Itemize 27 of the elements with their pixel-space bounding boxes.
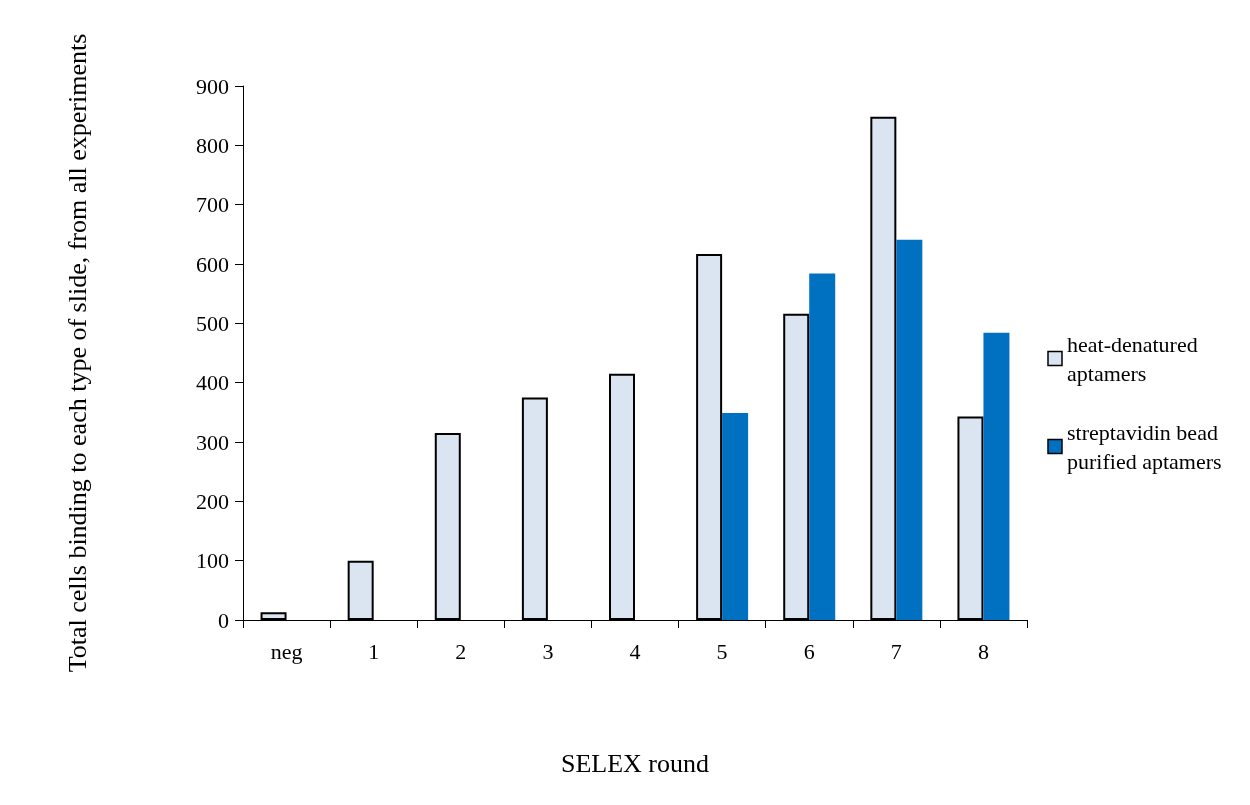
y-tick-label: 800	[196, 132, 229, 158]
x-axis-title: SELEX round	[560, 748, 710, 778]
x-tick-label: 6	[803, 638, 815, 664]
bar	[722, 412, 749, 620]
y-tick-label: 500	[196, 310, 229, 336]
x-tick-label: 3	[542, 638, 554, 664]
x-tick-label: neg	[270, 638, 303, 664]
y-axis-title: Total cells binding to each type of slide, from all experiments	[62, 33, 92, 673]
y-tick-label: 200	[196, 488, 229, 514]
bar	[809, 273, 836, 620]
y-tick-label: 0	[218, 607, 229, 633]
x-tick-label: 4	[629, 638, 641, 664]
x-tick-label: 5	[716, 638, 728, 664]
x-tick-label: 8	[977, 638, 989, 664]
legend-label: heat-denatured aptamers	[1067, 331, 1204, 386]
y-tick-label: 900	[196, 73, 229, 99]
x-tick-label: 7	[890, 638, 902, 664]
y-tick-label: 100	[196, 548, 229, 574]
y-tick-label: 600	[196, 251, 229, 277]
y-tick-label: 400	[196, 370, 229, 396]
y-tick-label: 300	[196, 429, 229, 455]
x-tick-label: 2	[455, 638, 467, 664]
x-tick-label: 1	[368, 638, 380, 664]
y-tick-label: 700	[196, 192, 229, 218]
legend-label: streptavidin bead purified aptamers	[1067, 419, 1224, 474]
bar	[896, 239, 923, 620]
bar	[983, 332, 1010, 620]
